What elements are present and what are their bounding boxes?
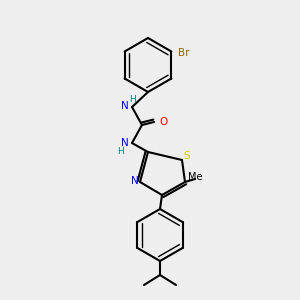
Text: Me: Me bbox=[188, 172, 202, 182]
Text: O: O bbox=[160, 117, 168, 127]
Text: Br: Br bbox=[178, 47, 190, 58]
Text: S: S bbox=[184, 151, 190, 161]
Text: N: N bbox=[121, 101, 129, 111]
Text: N: N bbox=[131, 176, 139, 186]
Text: N: N bbox=[121, 138, 129, 148]
Text: H: H bbox=[117, 146, 123, 155]
Text: H: H bbox=[130, 94, 136, 103]
